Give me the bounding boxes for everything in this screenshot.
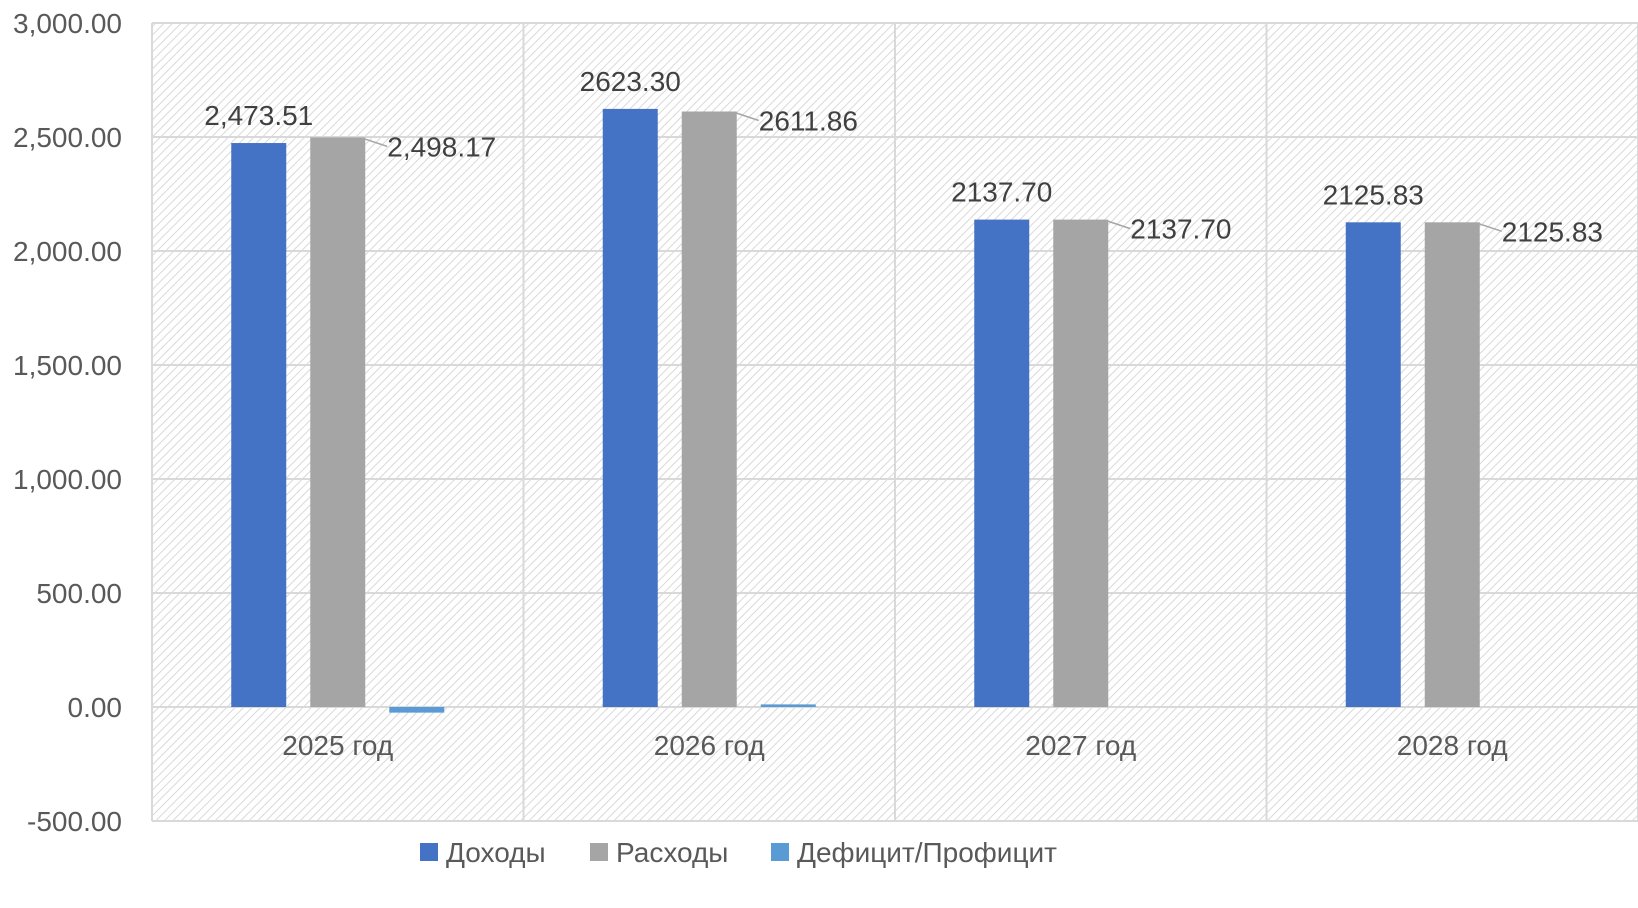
x-tick-label: 2026 год [654, 730, 765, 761]
y-tick-label: 0.00 [68, 692, 123, 723]
legend-swatch [771, 843, 789, 861]
x-axis: 2025 год 2026 год 2027 год 2028 год [282, 730, 1507, 761]
leader-line [1106, 219, 1131, 230]
x-tick-label: 2027 год [1025, 730, 1136, 761]
leader-line [734, 111, 759, 122]
leader-line [363, 137, 388, 148]
bar [1345, 222, 1401, 707]
data-label: 2,498.17 [387, 131, 496, 162]
y-tick-label: 2,000.00 [13, 236, 122, 267]
data-label: 2,473.51 [204, 100, 313, 131]
data-label: 2125.83 [1323, 179, 1424, 210]
bar [681, 111, 737, 708]
data-label: 2137.70 [951, 177, 1052, 208]
legend-label: Расходы [616, 837, 728, 868]
bar [310, 137, 366, 707]
bar [974, 219, 1030, 707]
gridlines [151, 22, 1638, 822]
x-tick-label: 2025 год [282, 730, 393, 761]
bar [1053, 219, 1109, 707]
bar [1424, 222, 1480, 707]
y-tick-label: 1,000.00 [13, 464, 122, 495]
y-tick-label: 2,500.00 [13, 122, 122, 153]
y-axis: 3,000.00 2,500.00 2,000.00 1,500.00 1,000.00… [13, 8, 122, 837]
y-tick-label: 1,500.00 [13, 350, 122, 381]
legend-swatch [590, 843, 608, 861]
data-label: 2125.83 [1502, 216, 1603, 247]
legend-label: Дефицит/Профицит [797, 837, 1057, 868]
bar [231, 143, 287, 707]
data-label: 2137.70 [1130, 214, 1231, 245]
y-tick-label: 500.00 [36, 578, 122, 609]
legend: Доходы Расходы Дефицит/Профицит [420, 837, 1057, 868]
leader-line [1477, 222, 1502, 233]
y-tick-label: 3,000.00 [13, 8, 122, 39]
legend-label: Доходы [446, 837, 546, 868]
bar [760, 704, 816, 707]
bar [602, 108, 658, 708]
data-label: 2623.30 [580, 66, 681, 97]
bar [389, 707, 445, 713]
y-tick-label: -500.00 [27, 806, 122, 837]
data-labels: 2,473.51 2,498.17 2623.30 2611.86 2137.70 213… [204, 66, 1603, 247]
legend-swatch [420, 843, 438, 861]
x-tick-label: 2028 год [1397, 730, 1508, 761]
bars [231, 108, 1480, 713]
data-label: 2611.86 [759, 105, 858, 136]
